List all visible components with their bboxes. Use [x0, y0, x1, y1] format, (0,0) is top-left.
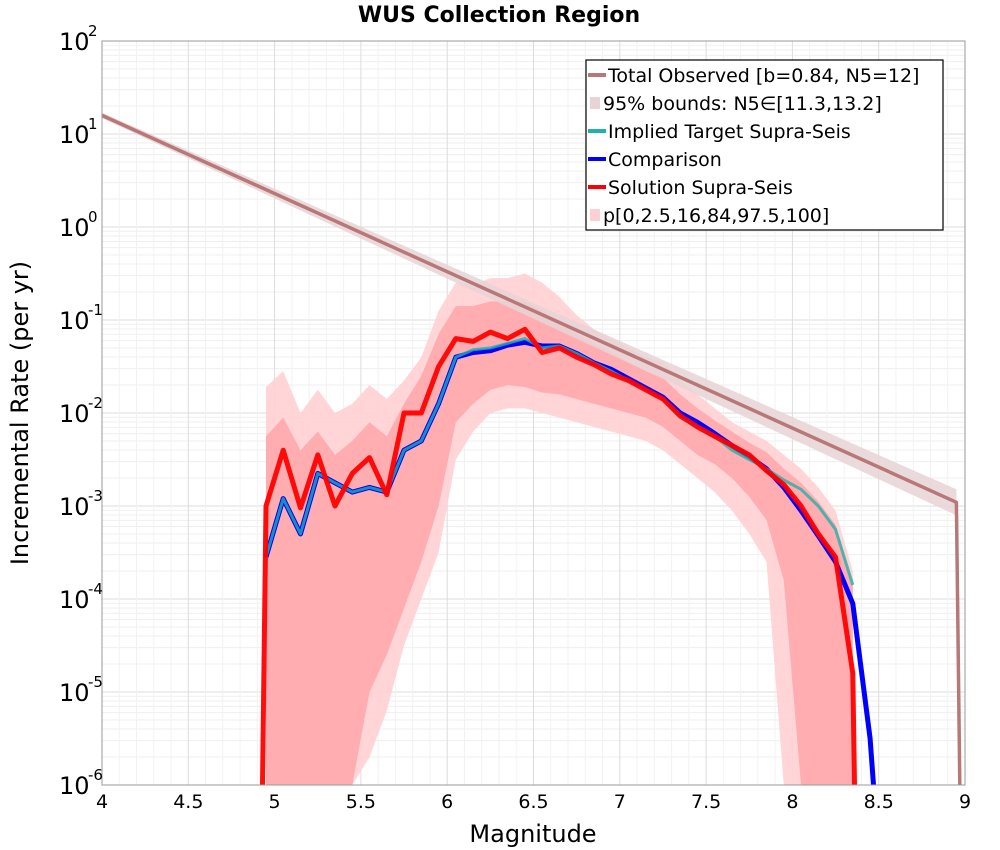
- svg-text:10: 10: [59, 28, 90, 56]
- x-tick-label: 4.5: [173, 791, 203, 813]
- svg-text:-5: -5: [88, 673, 103, 691]
- svg-text:10: 10: [59, 400, 90, 428]
- x-tick-label: 6: [441, 791, 453, 813]
- legend-entry: Total Observed [b=0.84, N5=12]: [588, 65, 919, 87]
- legend-label: p[0,2.5,16,84,97.5,100]: [603, 205, 829, 227]
- svg-text:-3: -3: [88, 487, 103, 505]
- legend-swatch: [590, 209, 600, 221]
- svg-text:10: 10: [59, 307, 90, 335]
- y-tick-label: 100: [59, 208, 98, 242]
- svg-text:1: 1: [88, 115, 98, 133]
- svg-text:-2: -2: [88, 394, 103, 412]
- x-tick-label: 9: [959, 791, 971, 813]
- y-tick-label: 10-3: [59, 487, 103, 521]
- svg-text:0: 0: [88, 208, 98, 226]
- legend-entry: 95% bounds: N5∈[11.3,13.2]: [590, 93, 882, 115]
- legend-entry: Comparison: [588, 149, 722, 171]
- x-tick-labels: 4 4.5 5 5.5 6 6.5 7 7.5 8 8.5 9: [96, 791, 971, 813]
- plot-area-border: [101, 40, 966, 786]
- x-tick-label: 6.5: [518, 791, 548, 813]
- legend-label: 95% bounds: N5∈[11.3,13.2]: [603, 93, 882, 115]
- legend-entry: p[0,2.5,16,84,97.5,100]: [590, 205, 829, 227]
- x-tick-label: 4: [96, 791, 108, 813]
- svg-text:-6: -6: [88, 766, 103, 784]
- total-observed-line: [101, 113, 962, 786]
- y-tick-label: 10-1: [59, 301, 103, 335]
- y-tick-label: 10-4: [59, 580, 103, 614]
- svg-text:-4: -4: [88, 580, 103, 598]
- legend: Total Observed [b=0.84, N5=12] 95% bounds…: [585, 59, 944, 231]
- legend-label: Solution Supra-Seis: [608, 177, 793, 199]
- chart-title: WUS Collection Region: [358, 3, 640, 28]
- y-tick-label: 10-6: [59, 766, 103, 800]
- svg-text:10: 10: [59, 679, 90, 707]
- x-tick-label: 8: [786, 791, 798, 813]
- x-tick-label: 7.5: [691, 791, 721, 813]
- legend-label: Total Observed [b=0.84, N5=12]: [607, 65, 919, 87]
- legend-swatch: [590, 97, 600, 109]
- percentile-band-inner: [266, 301, 853, 785]
- x-tick-label: 5.5: [346, 791, 376, 813]
- svg-text:10: 10: [59, 214, 90, 242]
- x-tick-label: 8.5: [864, 791, 894, 813]
- svg-text:10: 10: [59, 121, 90, 149]
- solution-supra-seis-line: [260, 326, 857, 786]
- y-tick-label: 10-5: [59, 673, 103, 707]
- x-axis-label: Magnitude: [469, 820, 596, 848]
- legend-label: Comparison: [608, 149, 722, 171]
- legend-entry: Solution Supra-Seis: [588, 177, 793, 199]
- y-tick-label: 102: [59, 22, 98, 56]
- y-tick-label: 10-2: [59, 394, 103, 428]
- series-lines: [101, 113, 962, 786]
- svg-text:10: 10: [59, 493, 90, 521]
- svg-text:-1: -1: [88, 301, 103, 319]
- y-tick-label: 101: [59, 115, 98, 149]
- y-axis-label: Incremental Rate (per yr): [6, 261, 34, 565]
- svg-text:2: 2: [88, 22, 98, 40]
- legend-label: Implied Target Supra-Seis: [608, 121, 851, 143]
- svg-text:10: 10: [59, 772, 90, 800]
- legend-entry: Implied Target Supra-Seis: [588, 121, 851, 143]
- legend-box: [585, 59, 944, 231]
- x-tick-label: 5: [269, 791, 281, 813]
- svg-text:10: 10: [59, 586, 90, 614]
- x-tick-label: 7: [614, 791, 626, 813]
